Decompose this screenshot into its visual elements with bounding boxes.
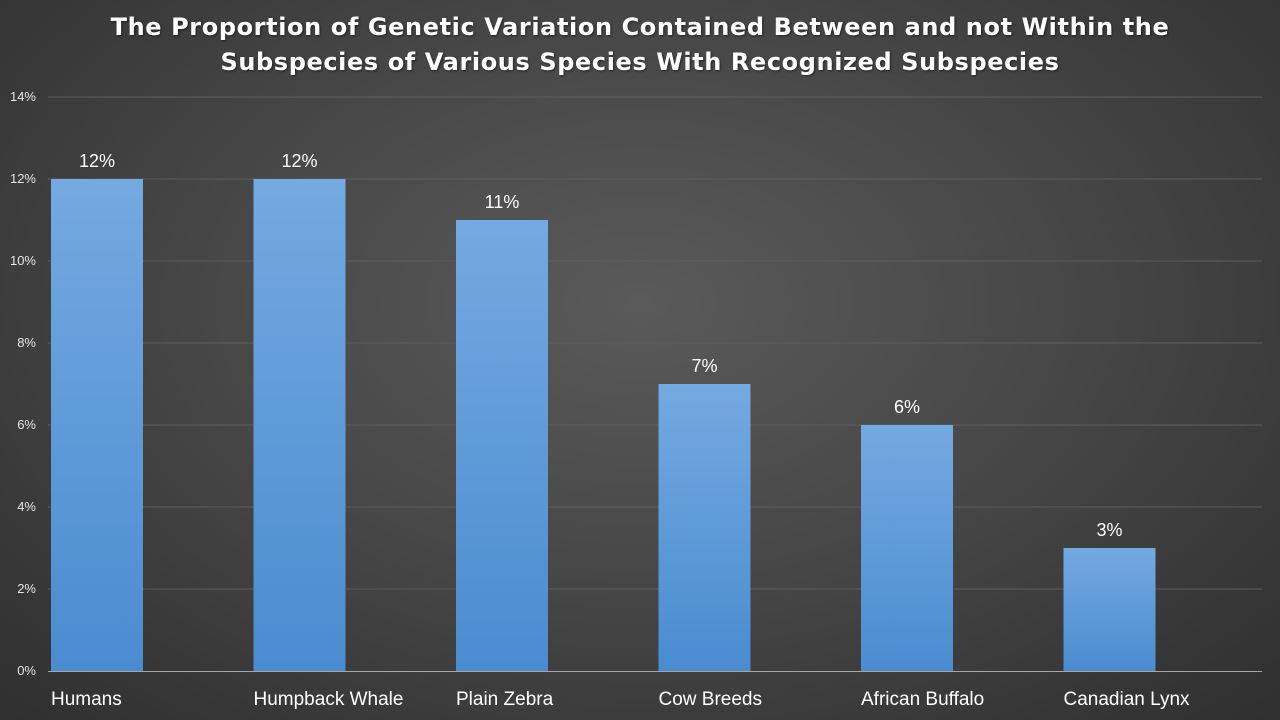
y-axis-ticks: 0% 2% 4% 6% 8% 10% 12% 14%	[10, 89, 36, 678]
bar	[861, 425, 953, 671]
category-label: Humans	[51, 689, 122, 710]
chart-title: The Proportion of Genetic Variation Cont…	[110, 13, 1170, 76]
data-label: 12%	[281, 151, 317, 171]
bar	[658, 384, 751, 671]
data-label: 6%	[894, 397, 920, 417]
bar	[51, 179, 143, 671]
y-tick-label: 14%	[10, 89, 36, 104]
bar	[253, 179, 346, 671]
category-label: Plain Zebra	[456, 689, 554, 710]
category-label: Canadian Lynx	[1064, 689, 1191, 710]
data-label: 11%	[485, 192, 520, 212]
bars	[51, 179, 1156, 671]
category-label: Humpback Whale	[254, 689, 404, 710]
y-tick-label: 8%	[17, 335, 36, 350]
bar	[456, 220, 548, 671]
gridlines	[48, 96, 1262, 590]
y-tick-label: 0%	[17, 663, 36, 678]
y-tick-label: 10%	[10, 253, 36, 268]
category-label: Cow Breeds	[659, 689, 763, 710]
data-labels: 12% 12% 11% 7% 6% 3%	[79, 151, 1123, 540]
y-tick-label: 12%	[10, 171, 36, 186]
y-tick-label: 4%	[17, 499, 36, 514]
y-tick-label: 6%	[17, 417, 36, 432]
y-tick-label: 2%	[17, 581, 36, 596]
data-label: 7%	[691, 356, 717, 376]
category-label: African Buffalo	[861, 689, 984, 710]
bar	[1063, 548, 1156, 671]
data-label: 12%	[79, 151, 115, 171]
category-labels: Humans Humpback Whale Plain Zebra Cow Breed…	[51, 689, 1190, 710]
data-label: 3%	[1096, 520, 1122, 540]
